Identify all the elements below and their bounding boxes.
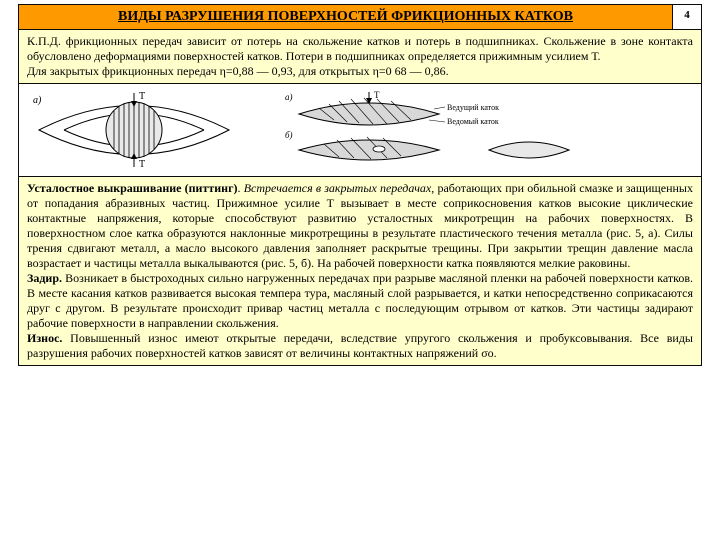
fig-left-label-a: a) — [33, 95, 42, 106]
italic-phrase: Встречается в закрытых передачах — [244, 181, 432, 195]
intro-p1: К.П.Д. фрикционных передач зависит от по… — [27, 34, 693, 64]
content-table: ВИДЫ РАЗРУШЕНИЯ ПОВЕРХНОСТЕЙ ФРИКЦИОННЫХ… — [18, 4, 702, 366]
figure-left: a) T T — [29, 91, 239, 169]
title-cell: ВИДЫ РАЗРУШЕНИЯ ПОВЕРХНОСТЕЙ ФРИКЦИОННЫХ… — [19, 5, 673, 30]
intro-cell: К.П.Д. фрикционных передач зависит от по… — [19, 30, 702, 84]
fig-right-label-a: a) — [285, 92, 293, 102]
fig-right-driving: Ведущий каток — [447, 103, 499, 112]
fig-right-driven: Ведомый каток — [447, 117, 499, 126]
zadir-text: Возникает в быстроходных сильно нагружен… — [27, 271, 693, 330]
page-number-cell: 4 — [673, 5, 702, 30]
figure-right: a) T Ведущий каток Ведомый каток — [279, 90, 579, 170]
fig-right-label-t1: T — [374, 90, 380, 100]
body-cell: Усталостное выкрашивание (питтинг). Встр… — [19, 177, 702, 366]
body-para-1: Усталостное выкрашивание (питтинг). Встр… — [27, 181, 693, 271]
fig-right-label-b: б) — [285, 130, 293, 140]
iznos-text: Повышенный износ имеют открытые передачи… — [27, 331, 693, 360]
body-para-3: Износ. Повышенный износ имеют открытые п… — [27, 331, 693, 361]
fig-left-label-t-top: T — [139, 91, 145, 102]
heading-zadir: Задир. — [27, 271, 62, 285]
fig-left-label-t-bot: T — [139, 159, 145, 169]
body-para-2: Задир. Возникает в быстроходных сильно н… — [27, 271, 693, 331]
page-title: ВИДЫ РАЗРУШЕНИЯ ПОВЕРХНОСТЕЙ ФРИКЦИОННЫХ… — [118, 9, 573, 24]
heading-iznos: Износ. — [27, 331, 62, 345]
intro-p2: Для закрытых фрикционных передач η=0,88 … — [27, 64, 693, 79]
page-number: 4 — [684, 9, 690, 21]
figure-cell: a) T T — [19, 84, 702, 177]
heading-pitting: Усталостное выкрашивание (питтинг) — [27, 181, 238, 195]
page: ВИДЫ РАЗРУШЕНИЯ ПОВЕРХНОСТЕЙ ФРИКЦИОННЫХ… — [0, 0, 720, 374]
